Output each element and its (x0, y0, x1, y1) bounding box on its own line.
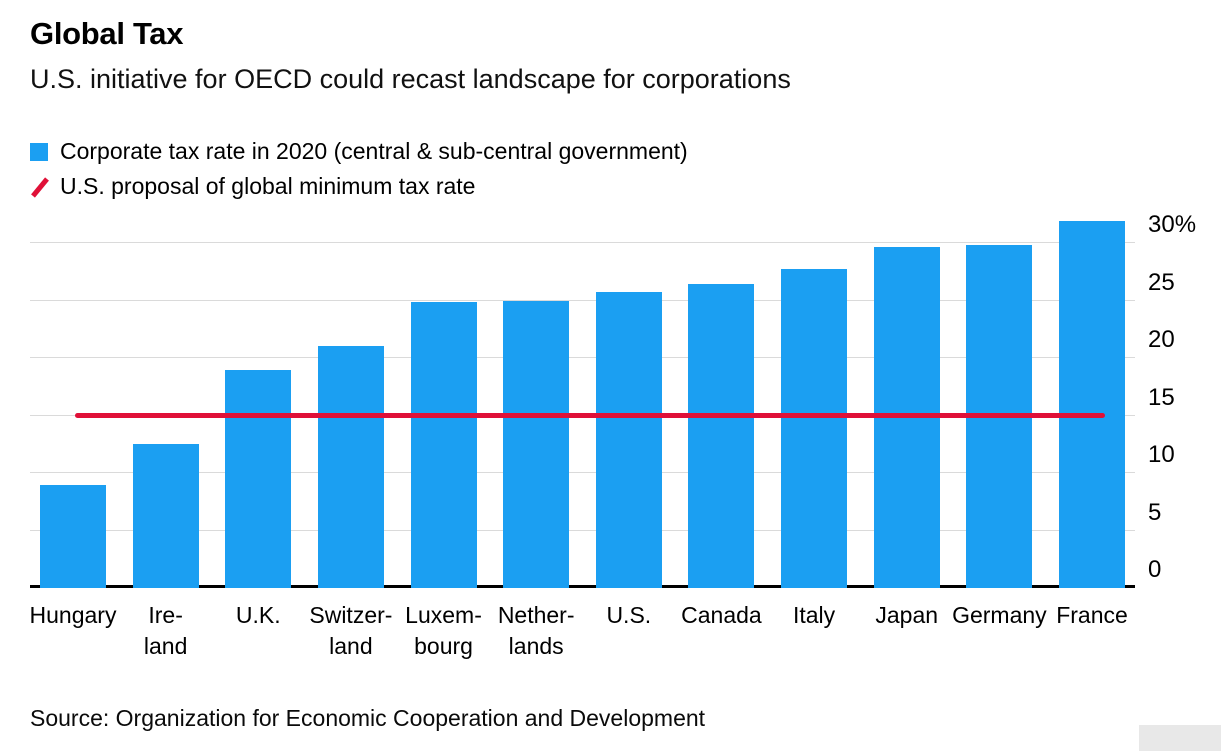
legend-item-bars: Corporate tax rate in 2020 (central & su… (30, 134, 688, 169)
x-axis-label-line: Japan (875, 602, 939, 628)
bar-france (1058, 220, 1125, 588)
source-attribution: Source: Organization for Economic Cooper… (30, 705, 706, 731)
x-axis-label: U.K. (178, 600, 338, 631)
x-axis-label: Canada (641, 600, 801, 631)
gridline (30, 357, 1135, 359)
gridline (30, 242, 1135, 244)
x-axis-label: Germany (919, 600, 1079, 631)
legend-slash-icon (30, 175, 50, 199)
x-axis-label-line: Luxem- (405, 602, 482, 628)
gridline (30, 299, 1135, 301)
bar-italy (781, 268, 847, 588)
bar-switzerland (317, 345, 384, 588)
x-axis-label-line: Italy (792, 602, 836, 628)
x-axis-label: Switzer-land (271, 600, 431, 662)
x-axis-line (30, 585, 1135, 588)
bar-canada (688, 283, 755, 588)
x-axis-label-line: land (329, 633, 373, 659)
x-axis-label: Luxem-bourg (364, 600, 524, 662)
x-axis-label: Japan (827, 600, 987, 631)
y-axis-tick-label: 25 (1148, 268, 1175, 296)
legend-bar-swatch-icon (30, 142, 48, 161)
bar-chart: 0 5 10 15 20 25 30% Hungary Ire-land U.K. Switzer-… (30, 209, 1221, 679)
x-axis-label: Nether-lands (456, 600, 616, 662)
plot-area (30, 209, 1135, 588)
x-axis-label-line: bourg (414, 633, 473, 659)
legend-bar-label: Corporate tax rate in 2020 (central & su… (60, 138, 688, 164)
legend: Corporate tax rate in 2020 (central & su… (30, 134, 688, 204)
watermark (1139, 725, 1221, 751)
bar-luxembourg (410, 302, 477, 588)
x-axis-label-line: U.K. (235, 602, 281, 628)
y-axis-tick-label: 30% (1148, 211, 1197, 239)
x-axis-label-line: Hungary (29, 602, 117, 628)
chart-title: Global Tax (30, 16, 184, 51)
x-axis-label: U.S. (549, 600, 709, 631)
bar-hungary (40, 484, 106, 588)
y-axis-tick-label: 15 (1148, 383, 1175, 411)
legend-item-line: U.S. proposal of global minimum tax rate (30, 169, 688, 204)
minimum-tax-reference-line (75, 413, 1105, 419)
x-axis-label: France (1012, 600, 1172, 631)
x-axis-label-line: France (1056, 602, 1128, 628)
legend-line-label: U.S. proposal of global minimum tax rate (60, 173, 476, 199)
x-axis-label-line: Ire- (148, 602, 183, 628)
y-axis-tick-label: 5 (1148, 498, 1162, 526)
bar-u-s (595, 291, 662, 588)
chart-header: Global Tax U.S. initiative for OECD coul… (30, 16, 791, 95)
bars-group (30, 209, 1135, 588)
bar-u-k (225, 369, 292, 588)
gridline (30, 472, 1135, 474)
y-axis-tick-label: 10 (1148, 441, 1175, 469)
x-axis-label: Hungary (0, 600, 153, 631)
x-axis-label-line: Germany (952, 602, 1047, 628)
x-axis-label-line: Switzer- (309, 602, 393, 628)
x-axis-label-line: lands (508, 633, 564, 659)
x-axis-label-line: Canada (681, 602, 762, 628)
bar-ireland (132, 444, 199, 588)
chart-subtitle: U.S. initiative for OECD could recast la… (30, 64, 791, 94)
y-axis-tick-label: 0 (1148, 556, 1162, 583)
x-axis-label: Italy (734, 600, 894, 631)
y-axis-tick-label: 20 (1148, 326, 1175, 354)
x-axis-label: Ire-land (86, 600, 246, 662)
x-axis-label-line: land (143, 633, 188, 659)
bar-netherlands (503, 300, 570, 588)
x-axis-label-line: Nether- (497, 602, 575, 628)
x-axis-label-line: U.S. (606, 602, 652, 628)
gridline (30, 529, 1135, 531)
